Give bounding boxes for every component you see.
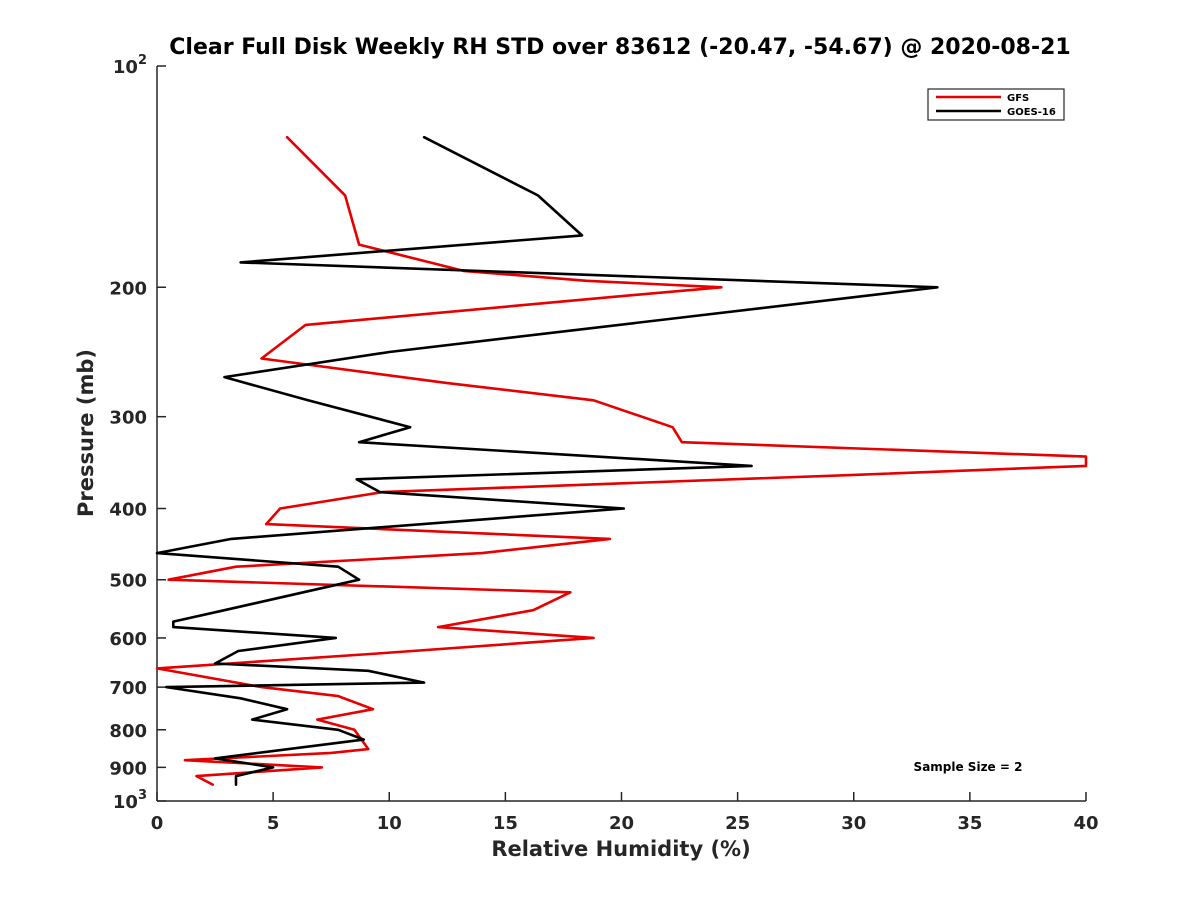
y-tick-label: 800 bbox=[109, 721, 147, 742]
y-tick-label: 400 bbox=[109, 500, 147, 521]
legend-box bbox=[927, 88, 1065, 121]
y-tick-label: 102 bbox=[113, 53, 147, 78]
legend-label-goes-16: GOES-16 bbox=[1007, 107, 1056, 118]
y-tick-label: 700 bbox=[109, 678, 147, 699]
x-tick-label: 15 bbox=[493, 813, 518, 834]
chart-title: Clear Full Disk Weekly RH STD over 83612… bbox=[169, 35, 1070, 60]
series-lines bbox=[155, 135, 1088, 786]
series-line-goes-16 bbox=[155, 135, 939, 786]
x-tick-label: 25 bbox=[725, 813, 750, 834]
y-axis-label: Pressure (mb) bbox=[74, 349, 98, 517]
y-tick-label: 300 bbox=[109, 408, 147, 429]
plot-area: 0 5 10 15 20 25 30 35 40 102 200 300 400 500 600 700 80… bbox=[109, 53, 1098, 834]
x-axis-ticks: 0 5 10 15 20 25 30 35 40 bbox=[151, 792, 1099, 834]
y-tick-label: 600 bbox=[109, 629, 147, 650]
x-tick-label: 5 bbox=[267, 813, 280, 834]
y-tick-label: 200 bbox=[109, 278, 147, 299]
x-tick-label: 40 bbox=[1073, 813, 1098, 834]
y-tick-label: 103 bbox=[113, 788, 147, 813]
x-tick-label: 30 bbox=[841, 813, 866, 834]
series-line-gfs bbox=[155, 135, 1088, 786]
x-axis-label: Relative Humidity (%) bbox=[491, 837, 750, 861]
y-tick-label: 900 bbox=[109, 758, 147, 779]
y-axis-ticks: 102 200 300 400 500 600 700 800 900 103 bbox=[109, 53, 166, 813]
y-tick-label: 500 bbox=[109, 571, 147, 592]
x-tick-label: 10 bbox=[377, 813, 402, 834]
x-tick-label: 35 bbox=[957, 813, 982, 834]
legend-label-gfs: GFS bbox=[1007, 93, 1029, 104]
x-tick-label: 20 bbox=[609, 813, 634, 834]
legend: GFS GOES-16 bbox=[927, 88, 1065, 121]
sample-size-annotation: Sample Size = 2 bbox=[914, 760, 1023, 774]
x-tick-label: 0 bbox=[151, 813, 164, 834]
